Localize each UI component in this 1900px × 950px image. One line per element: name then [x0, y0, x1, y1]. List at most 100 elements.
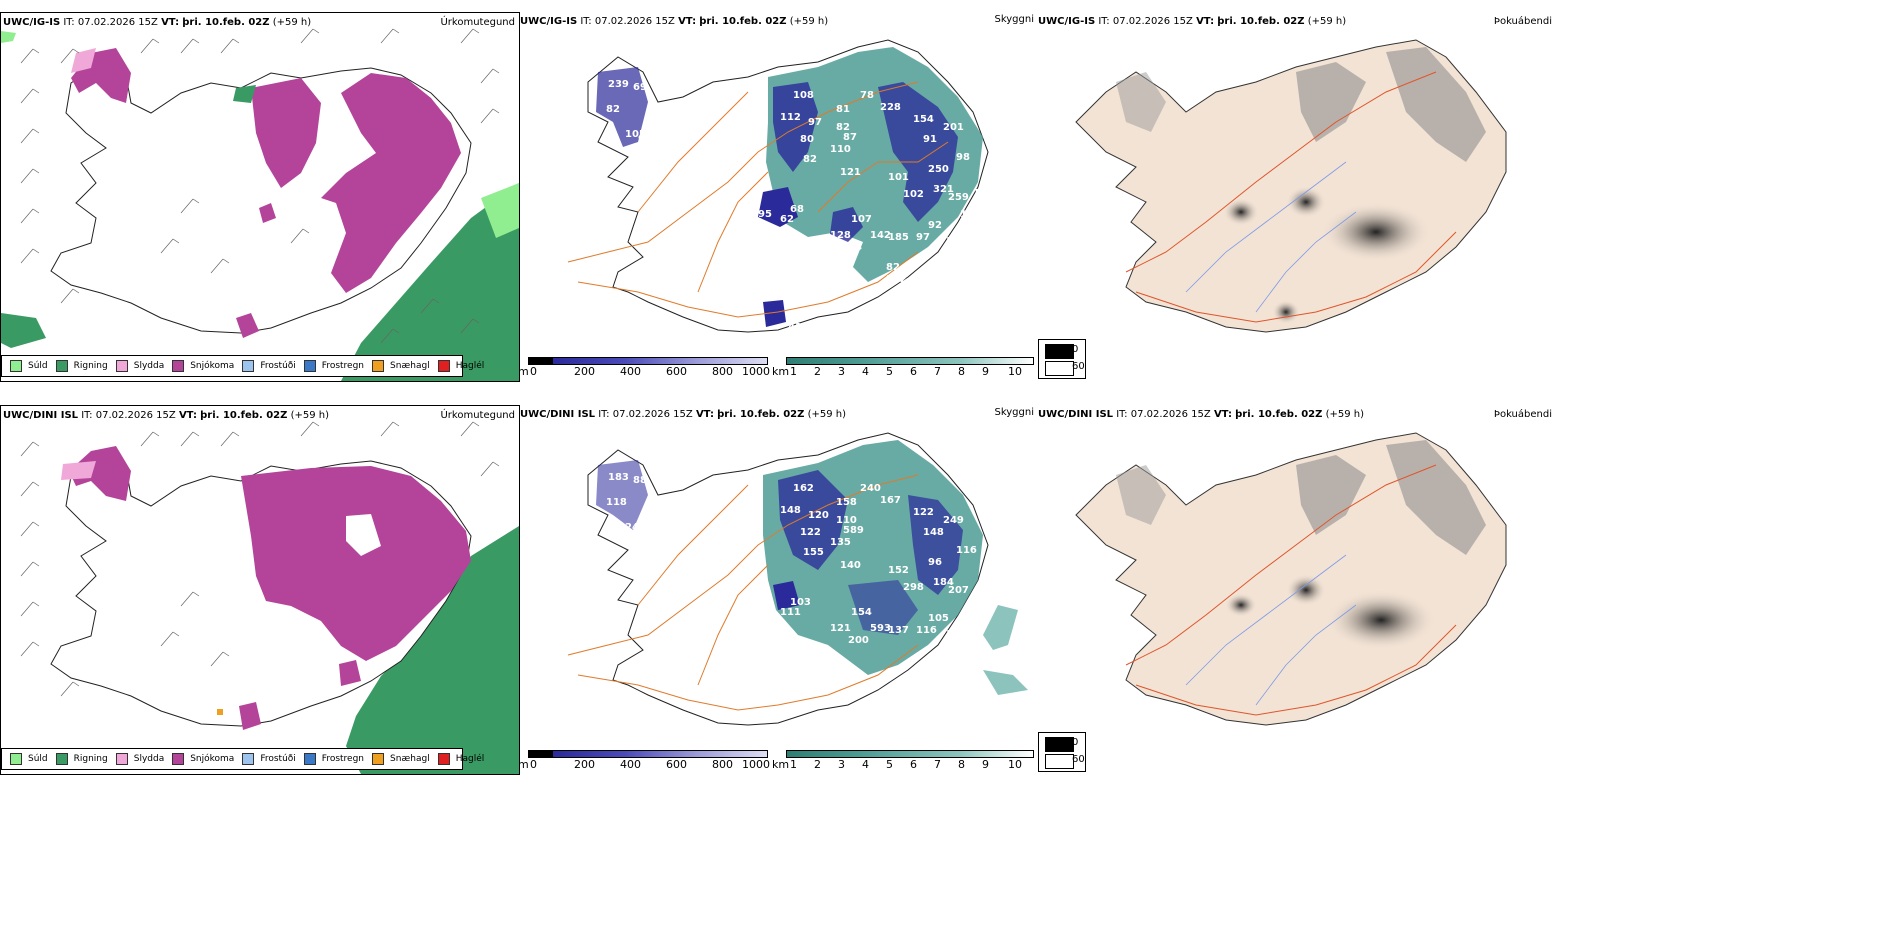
snow-area: [236, 313, 259, 338]
scale-tick: 10: [1008, 758, 1022, 771]
scale-tick: 1: [790, 365, 797, 378]
it-value: 07.02.2026 15Z: [77, 17, 158, 28]
scale-bar-km: [786, 750, 1034, 758]
legend-label: Rigning: [73, 754, 108, 764]
lead-time: (+59 h): [1307, 16, 1347, 27]
scale-tick: 9: [982, 758, 989, 771]
road-network: [1125, 71, 1457, 323]
legend-swatch: [10, 753, 22, 765]
legend-label: Frostregn: [321, 361, 365, 371]
visibility-value-label: 105: [625, 129, 646, 140]
legend-swatch: [10, 360, 22, 372]
precip-title-1: UWC/IG-IS IT: 07.02.2026 15Z VT: þri. 10…: [3, 17, 311, 28]
visibility-value-label: 183: [608, 472, 629, 483]
snow-area: [339, 660, 361, 686]
legend-label: Frostregn: [321, 754, 365, 764]
it-value: 07.02.2026 15Z: [612, 409, 693, 420]
scale-tick: 1000: [742, 758, 770, 771]
fog-legend-value: 0: [1072, 737, 1079, 748]
wind-barbs: [20, 28, 500, 344]
legend-item: Súld: [10, 753, 48, 765]
legend-item: Snæhagl: [372, 753, 430, 765]
precip-type-legend: Súld Rigning Slydda Snjókoma Frostúði Fr…: [1, 748, 484, 770]
snow-area: [321, 73, 461, 293]
legend-item: Snjókoma: [172, 753, 234, 765]
legend-label: Snæhagl: [390, 361, 430, 371]
rain-area: [341, 183, 519, 381]
scale-unit: m: [518, 365, 529, 378]
visibility-value-label: 321: [933, 184, 954, 195]
vt-label: VT:: [178, 410, 197, 421]
legend-label: Slydda: [133, 361, 165, 371]
visibility-value-label: 88: [758, 602, 772, 613]
scale-tick: 800: [712, 758, 733, 771]
visibility-value-label: 167: [880, 495, 901, 506]
visibility-value-label: 148: [923, 527, 944, 538]
scale-tick: 4: [862, 758, 869, 771]
visibility-dark-area: [908, 495, 963, 595]
visibility-value-label: 82: [886, 262, 900, 273]
visibility-value-label: 96: [638, 134, 652, 145]
legend-swatch: [242, 753, 255, 765]
visibility-value-label: 62: [780, 214, 794, 225]
fog-legend-row: [1045, 737, 1084, 752]
legend-item: Snjókoma: [172, 360, 234, 372]
it-value: 07.02.2026 15Z: [1112, 16, 1193, 27]
visibility-value-label: 121: [830, 623, 851, 634]
precip-corner-label-1: Úrkomutegund: [440, 17, 515, 28]
legend-label: Snjókoma: [190, 361, 235, 371]
visibility-corner-label-2: Skyggni: [994, 407, 1034, 418]
visibility-value-label: 69: [633, 82, 647, 93]
it-value: 07.02.2026 15Z: [95, 410, 176, 421]
visibility-value-label: 111: [780, 607, 801, 618]
legend-swatch: [115, 360, 128, 372]
fog-map-2: [1075, 432, 1507, 726]
legend-swatch: [172, 753, 185, 765]
scale-tick: 7: [934, 365, 941, 378]
scale-tick: 5: [886, 365, 893, 378]
legend-label: Frostúði: [260, 754, 296, 764]
visibility-value-label: 91: [923, 134, 937, 145]
precip-map-2: [20, 421, 519, 774]
scale-tick: 8: [958, 758, 965, 771]
legend-item: Snæhagl: [372, 360, 430, 372]
precip-type-legend: Súld Rigning Slydda Snjókoma Frostúði Fr…: [1, 355, 484, 377]
visibility-value-label: 96: [638, 527, 652, 538]
legend-label: Súld: [28, 754, 48, 764]
drizzle-area: [481, 183, 519, 238]
visibility-value-label: 154: [851, 607, 872, 618]
visibility-value-label: 115: [946, 629, 967, 640]
fog-map-1: [1075, 39, 1507, 333]
visibility-value-label: 118: [606, 497, 627, 508]
legend-swatch: [372, 753, 385, 765]
visibility-value-label: 103: [960, 209, 981, 220]
road-network: [1125, 464, 1457, 716]
it-value: 07.02.2026 15Z: [594, 16, 675, 27]
snow-area: [251, 78, 321, 188]
visibility-value-label: 102: [903, 189, 924, 200]
visibility-value-label: 81: [836, 104, 850, 115]
visibility-value-label: 155: [803, 547, 824, 558]
legend-swatch: [242, 360, 255, 372]
legend-label: Haglél: [455, 754, 485, 764]
visibility-value-label: 116: [916, 625, 937, 636]
visibility-title-2: UWC/DINI ISL IT: 07.02.2026 15Z VT: þri.…: [520, 409, 846, 420]
visibility-value-label: 92: [928, 220, 942, 231]
visibility-scale-m-1: m 0 200 400 600 800 1000: [518, 355, 770, 379]
legend-swatch: [55, 753, 68, 765]
visibility-value-label: 88: [633, 475, 647, 486]
scale-tick: 200: [574, 758, 595, 771]
snow-area: [69, 446, 131, 501]
terrain-shade: [1116, 465, 1166, 525]
snow-area: [241, 466, 471, 661]
visibility-value-label: 239: [608, 79, 629, 90]
vt-label: VT:: [1213, 409, 1232, 420]
visibility-value-label: 228: [880, 102, 901, 113]
visibility-value-label: 97: [646, 547, 660, 558]
visibility-dark-area: [596, 67, 648, 147]
rain-area: [1, 313, 46, 348]
it-label: IT:: [1116, 409, 1128, 420]
visibility-value-label: 184: [933, 577, 954, 588]
it-value: 07.02.2026 15Z: [1130, 409, 1211, 420]
